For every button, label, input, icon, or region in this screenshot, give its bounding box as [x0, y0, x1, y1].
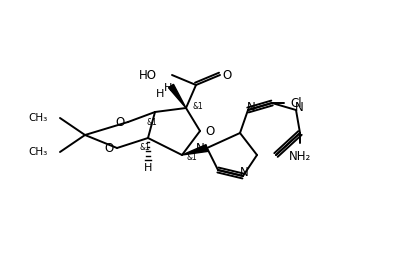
Text: NH₂: NH₂ — [289, 150, 311, 162]
Text: N: N — [240, 166, 248, 179]
Text: O: O — [205, 125, 215, 138]
Text: O: O — [104, 141, 114, 154]
Text: N: N — [295, 101, 303, 114]
Text: &1: &1 — [187, 153, 197, 161]
Polygon shape — [182, 145, 208, 155]
Text: &1: &1 — [147, 118, 157, 127]
Text: &1: &1 — [140, 144, 150, 153]
Text: CH₃: CH₃ — [29, 147, 48, 157]
Text: H: H — [156, 89, 164, 99]
Text: H: H — [144, 163, 152, 173]
Text: H: H — [164, 83, 172, 93]
Text: CH₃: CH₃ — [29, 113, 48, 123]
Text: N: N — [247, 101, 255, 114]
Text: &1: &1 — [193, 101, 203, 110]
Text: HO: HO — [139, 68, 157, 81]
Text: Cl: Cl — [290, 96, 302, 109]
Text: O: O — [222, 68, 232, 81]
Polygon shape — [168, 84, 186, 108]
Text: O: O — [115, 115, 125, 128]
Text: N: N — [196, 141, 204, 154]
